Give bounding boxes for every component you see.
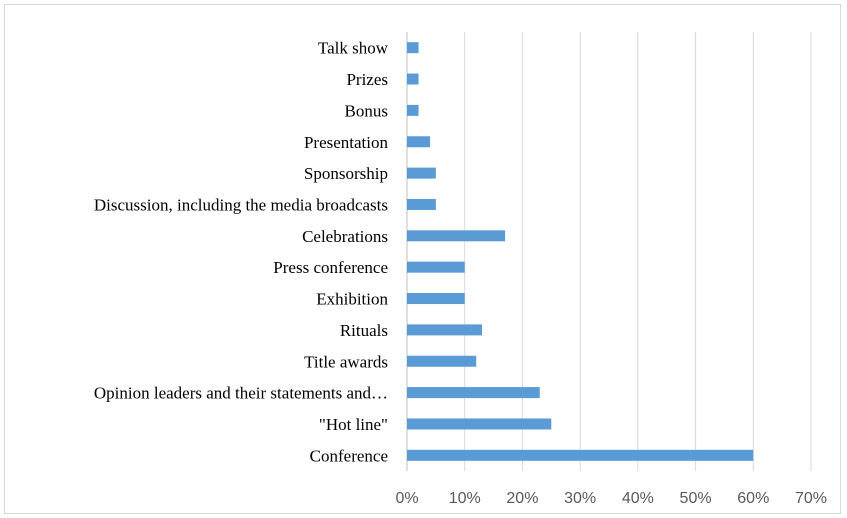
category-label: Conference bbox=[310, 446, 388, 465]
category-label: "Hot line" bbox=[319, 415, 388, 434]
category-label: Exhibition bbox=[316, 290, 388, 309]
bar bbox=[407, 104, 419, 116]
bar bbox=[407, 167, 436, 179]
bar bbox=[407, 387, 540, 399]
category-label: Talk show bbox=[318, 39, 389, 58]
category-label: Discussion, including the media broadcas… bbox=[94, 195, 388, 214]
x-tick-label: 20% bbox=[506, 490, 538, 507]
x-tick-label: 30% bbox=[564, 490, 596, 507]
bar bbox=[407, 261, 465, 273]
category-label: Presentation bbox=[304, 133, 389, 152]
category-label: Sponsorship bbox=[304, 164, 388, 183]
x-tick-label: 60% bbox=[737, 490, 769, 507]
category-label: Title awards bbox=[304, 352, 388, 371]
bar bbox=[407, 355, 477, 367]
bar bbox=[407, 73, 419, 85]
x-tick-labels: 0% 10% 20% 30% 40% 50% 60% 70% bbox=[395, 490, 827, 507]
bar bbox=[407, 449, 754, 461]
bar bbox=[407, 198, 436, 210]
bar bbox=[407, 136, 431, 148]
bar bbox=[407, 293, 465, 305]
gridlines bbox=[406, 32, 812, 471]
x-tick-label: 50% bbox=[680, 490, 712, 507]
bars bbox=[407, 42, 754, 461]
bar bbox=[407, 42, 419, 54]
category-label: Prizes bbox=[346, 70, 388, 89]
bar bbox=[407, 230, 506, 242]
category-label: Press conference bbox=[273, 258, 388, 277]
category-label: Opinion leaders and their statements and… bbox=[94, 384, 388, 403]
x-tick-label: 70% bbox=[795, 490, 827, 507]
category-label: Bonus bbox=[345, 101, 388, 120]
x-tick-label: 40% bbox=[622, 490, 654, 507]
category-label: Rituals bbox=[340, 321, 388, 340]
bar bbox=[407, 418, 552, 430]
category-label: Celebrations bbox=[302, 227, 388, 246]
x-tick-label: 0% bbox=[395, 490, 418, 507]
bar bbox=[407, 324, 483, 336]
x-tick-label: 10% bbox=[449, 490, 481, 507]
category-labels: Conference "Hot line" Opinion leaders and … bbox=[94, 39, 389, 466]
